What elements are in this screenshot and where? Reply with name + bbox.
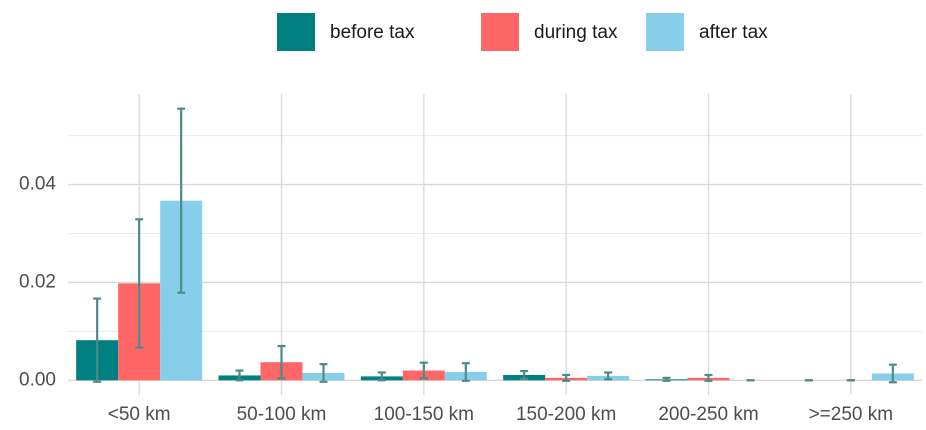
x-tick-label: <50 km [108,404,171,425]
legend-swatch [646,13,684,51]
x-tick-label: >=250 km [809,404,894,425]
error-bar [377,371,386,382]
error-bar [419,361,428,380]
error-bar [319,363,328,383]
error-bar [604,371,613,381]
legend-swatch [277,13,315,51]
x-tick-label: 100-150 km [374,404,474,425]
error-bar [662,376,671,382]
error-bar [135,218,144,349]
error-bar [704,373,713,382]
x-tick-label: 150-200 km [516,404,616,425]
y-tick-label: 0.04 [19,174,56,195]
error-bar [562,373,571,382]
legend-label: after tax [699,22,768,43]
legend-label: before tax [330,22,415,43]
legend-swatch [481,13,519,51]
error-bar [461,362,470,382]
error-bar [235,369,244,382]
x-tick-label: 200-250 km [658,404,758,425]
y-tick-label: 0.02 [19,271,56,292]
error-bar [520,369,529,380]
error-bar [177,107,186,294]
error-bar [93,297,102,383]
y-tick-label: 0.00 [19,369,56,390]
x-tick-label: 50-100 km [237,404,327,425]
error-bar [277,344,286,380]
error-bar [888,363,897,384]
legend-label: during tax [534,22,618,43]
